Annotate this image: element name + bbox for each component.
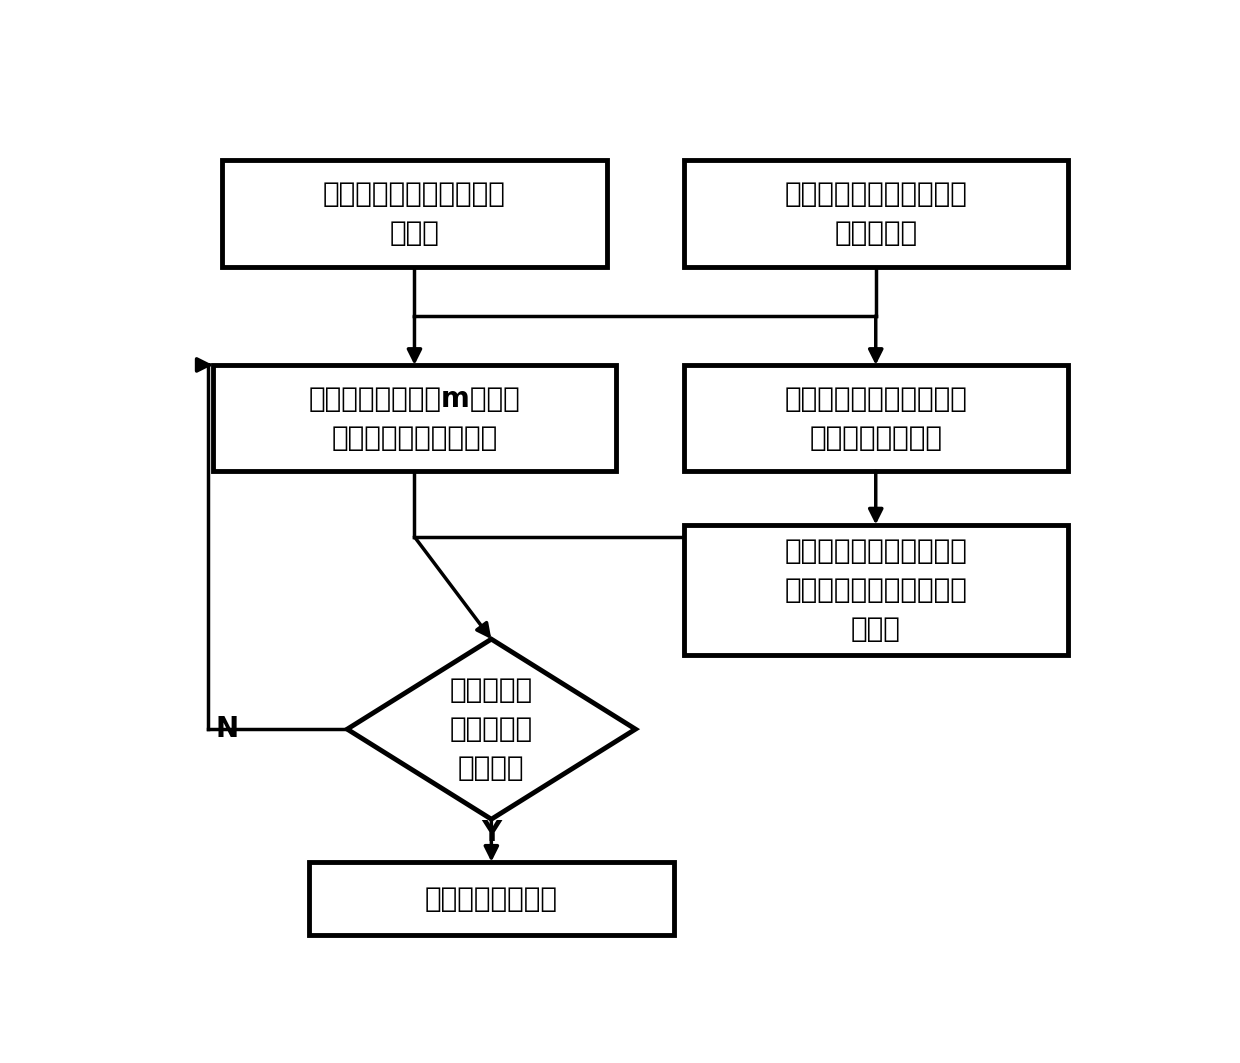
Text: 使用粗糙集软件，对决策
表进行约简，得到温度测
点组合: 使用粗糙集软件，对决策 表进行约简，得到温度测 点组合 [785, 537, 967, 643]
Bar [683, 365, 1068, 471]
Text: 对温度和定位误差进行预
处理，建立决策表: 对温度和定位误差进行预 处理，建立决策表 [785, 385, 967, 452]
Text: 主因素策略，选出m个相关
系数较高的温度敏感点: 主因素策略，选出m个相关 系数较高的温度敏感点 [309, 385, 521, 452]
Text: N: N [216, 715, 238, 743]
Bar [683, 161, 1068, 267]
Text: 安装激光干涉仪，测量定
位误差数据: 安装激光干涉仪，测量定 位误差数据 [785, 180, 967, 247]
Text: 布置温度传感器，采集温
度数据: 布置温度传感器，采集温 度数据 [324, 180, 506, 247]
Bar [683, 524, 1068, 656]
Bar [213, 365, 616, 471]
Bar [309, 862, 675, 935]
Polygon shape [347, 639, 635, 820]
Text: 选出包含温
度敏感点最
多的组合: 选出包含温 度敏感点最 多的组合 [450, 676, 533, 782]
Text: Y: Y [481, 820, 501, 847]
Text: 最优温度测点组合: 最优温度测点组合 [425, 884, 558, 913]
Bar [222, 161, 606, 267]
